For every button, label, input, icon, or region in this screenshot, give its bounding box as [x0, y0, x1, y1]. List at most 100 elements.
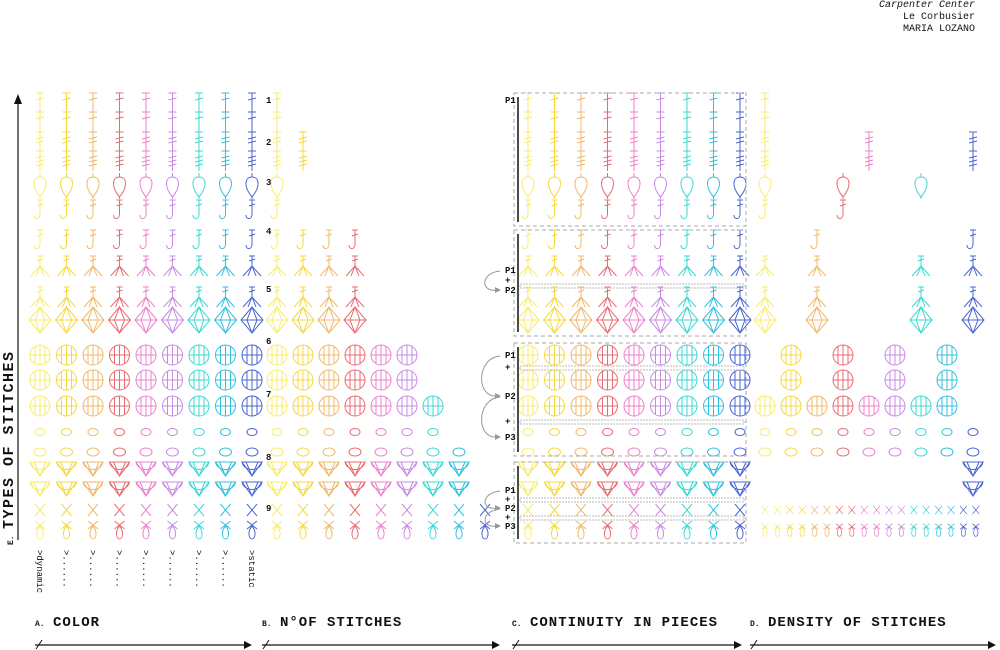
stitch-circle	[597, 395, 619, 417]
stitch-fan	[110, 255, 129, 277]
stitch-xloop	[114, 520, 125, 540]
stitch-tick	[864, 150, 874, 171]
stitch-x	[798, 505, 806, 515]
stitch-circle	[215, 369, 237, 391]
stitch-oval	[113, 447, 127, 457]
section-letter: C.	[512, 620, 522, 629]
piece-label: P1	[505, 486, 516, 496]
stitch-circle	[729, 344, 751, 366]
stitch-x	[922, 505, 930, 515]
stitch-bead	[167, 428, 179, 436]
stitch-circle	[82, 344, 104, 366]
stitch-circle	[370, 395, 392, 417]
stitch-loop	[574, 173, 588, 199]
section-tick	[262, 639, 270, 650]
piece-arrow	[484, 508, 501, 527]
stitch-oval	[219, 447, 233, 457]
stitch-tick	[760, 150, 770, 171]
stitch-circle	[135, 395, 157, 417]
stitch-tick	[550, 111, 559, 132]
stitch-cup	[161, 481, 184, 498]
stitch-loop	[680, 173, 694, 199]
stitch-hook	[348, 229, 359, 250]
stitch-tick	[682, 150, 692, 171]
stitch-xloop	[167, 520, 178, 540]
stitch-tick	[88, 92, 98, 113]
stitch-loop	[270, 173, 284, 199]
stitch-cup	[370, 461, 392, 478]
stitch-cup	[570, 461, 592, 478]
stitch-x	[167, 503, 178, 517]
stitch-bead	[34, 428, 46, 436]
stitch-tick	[62, 92, 71, 113]
stitch-cup	[214, 481, 237, 498]
stitch-cup	[649, 461, 672, 478]
stitch-tick	[735, 131, 745, 152]
stitch-tick	[709, 92, 718, 113]
stitch-circle	[162, 344, 184, 366]
stitch-cup	[241, 461, 263, 478]
stitch-fan	[319, 255, 339, 277]
stitch-tick	[523, 150, 533, 171]
stitch-oval	[914, 447, 928, 457]
stitch-tick	[221, 131, 230, 152]
row-number: 4	[266, 227, 272, 237]
stitch-bead	[114, 428, 126, 436]
stitch-x	[910, 505, 918, 515]
stitch-circle	[370, 344, 392, 366]
stitch-xloop	[922, 523, 930, 537]
stitch-fan	[677, 286, 697, 308]
stitch-circle	[676, 395, 698, 417]
stitch-circle	[936, 369, 958, 391]
stitch-hook	[33, 229, 44, 250]
stitch-cup	[543, 461, 566, 478]
stitch-diamond	[160, 305, 185, 335]
stitch-oval	[862, 447, 876, 457]
stitch-diamond	[595, 305, 620, 335]
stitch-tick	[62, 111, 71, 132]
stitch-x	[297, 503, 309, 517]
stitch-cup	[543, 481, 566, 498]
stitch-fan	[677, 255, 697, 277]
stitch-tick	[735, 92, 745, 113]
stitch-hook	[113, 199, 123, 220]
stitch-circle	[832, 344, 854, 366]
stitch-x	[575, 503, 587, 517]
stitch-tick	[576, 150, 586, 171]
stitch-loop	[654, 173, 667, 199]
stitch-oval	[654, 447, 668, 457]
stitch-oval	[574, 447, 588, 457]
stitch-x	[872, 505, 881, 515]
stitch-circle	[344, 369, 366, 391]
stitch-circle	[570, 344, 592, 366]
stitch-fan	[345, 286, 365, 308]
stitch-cup	[517, 461, 539, 478]
stitch-circle	[570, 395, 592, 417]
stitch-circle	[544, 395, 566, 417]
stitch-circle	[597, 344, 619, 366]
stitch-circle	[780, 344, 802, 366]
stitch-fan	[730, 286, 750, 308]
piece-label: P2	[505, 504, 516, 514]
piece-label: P1	[505, 96, 516, 106]
stitch-bead	[602, 428, 614, 436]
stitch-xloop	[246, 520, 258, 540]
stitch-hook	[270, 229, 281, 250]
stitch-fan	[518, 286, 538, 308]
stitch-tick	[576, 111, 586, 132]
stitch-circle	[292, 344, 314, 366]
stitch-hook	[322, 229, 333, 250]
stitch-fan	[755, 286, 775, 308]
stitch-fan	[57, 286, 76, 308]
stitch-xloop	[479, 520, 491, 540]
stitch-oval	[192, 447, 206, 457]
stitch-diamond	[909, 305, 933, 335]
piece-seam	[519, 419, 745, 425]
stitch-bead	[837, 428, 849, 436]
stitch-xloop	[349, 520, 361, 540]
stitch-xloop	[959, 523, 968, 537]
stitch-cup	[188, 461, 210, 478]
stitch-cup	[82, 481, 104, 498]
stitch-circle	[266, 369, 288, 391]
stitch-oval	[60, 447, 74, 457]
